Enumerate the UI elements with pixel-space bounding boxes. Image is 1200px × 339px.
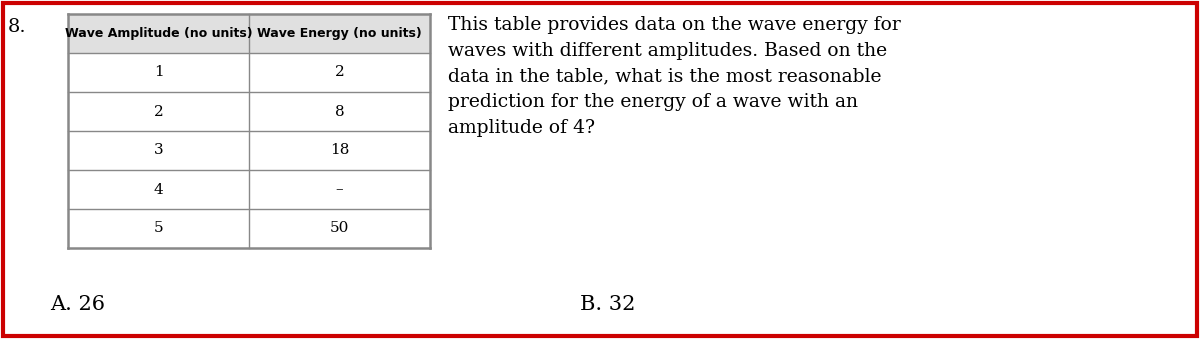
Text: Wave Amplitude (no units): Wave Amplitude (no units) [65,27,252,40]
Text: Wave Energy (no units): Wave Energy (no units) [257,27,422,40]
Text: 1: 1 [154,65,163,80]
Text: 3: 3 [154,143,163,158]
Text: B. 32: B. 32 [580,295,635,314]
Bar [68,14,430,53]
Text: 18: 18 [330,143,349,158]
Text: This table provides data on the wave energy for
waves with different amplitudes.: This table provides data on the wave ene… [448,16,901,137]
Text: 50: 50 [330,221,349,236]
Text: 2: 2 [154,104,163,119]
Text: 2: 2 [335,65,344,80]
Text: A. 26: A. 26 [50,295,106,314]
Text: 5: 5 [154,221,163,236]
Text: 4: 4 [154,182,163,197]
Text: 8: 8 [335,104,344,119]
Text: –: – [336,182,343,197]
Text: 8.: 8. [8,18,26,36]
